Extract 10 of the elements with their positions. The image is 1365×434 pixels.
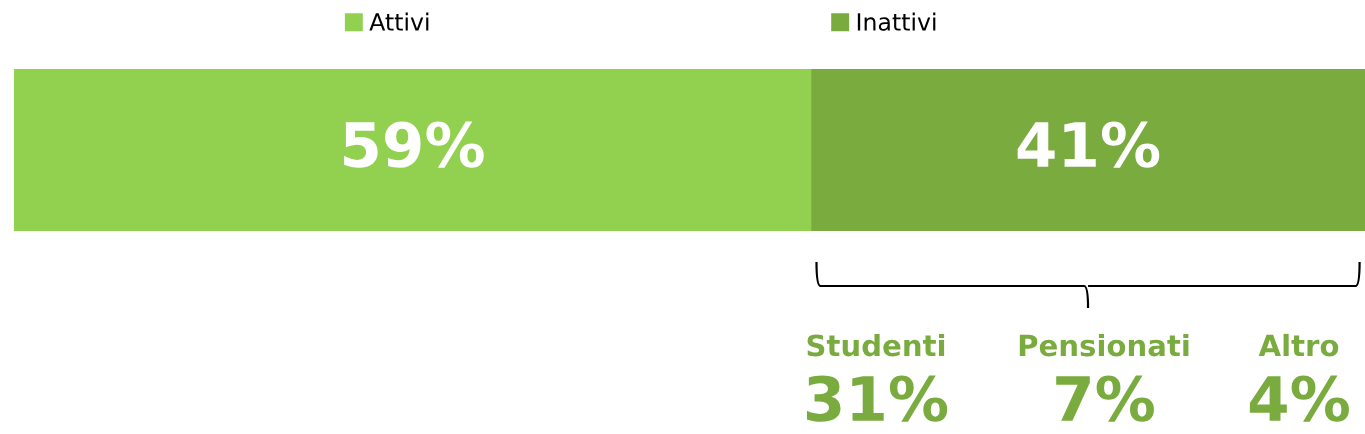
legend-label: Inattivi — [857, 12, 936, 31]
data-label: 41% — [1017, 121, 1160, 168]
text: 4% — [1249, 375, 1349, 422]
legend-label: Attivi — [369, 12, 429, 31]
text: 7% — [1056, 375, 1154, 422]
text: 31% — [806, 375, 948, 422]
text: Studenti — [807, 333, 945, 357]
text: Pensionati — [1019, 333, 1189, 357]
text: Altro — [1258, 333, 1339, 357]
data-label: 59% — [344, 121, 484, 168]
